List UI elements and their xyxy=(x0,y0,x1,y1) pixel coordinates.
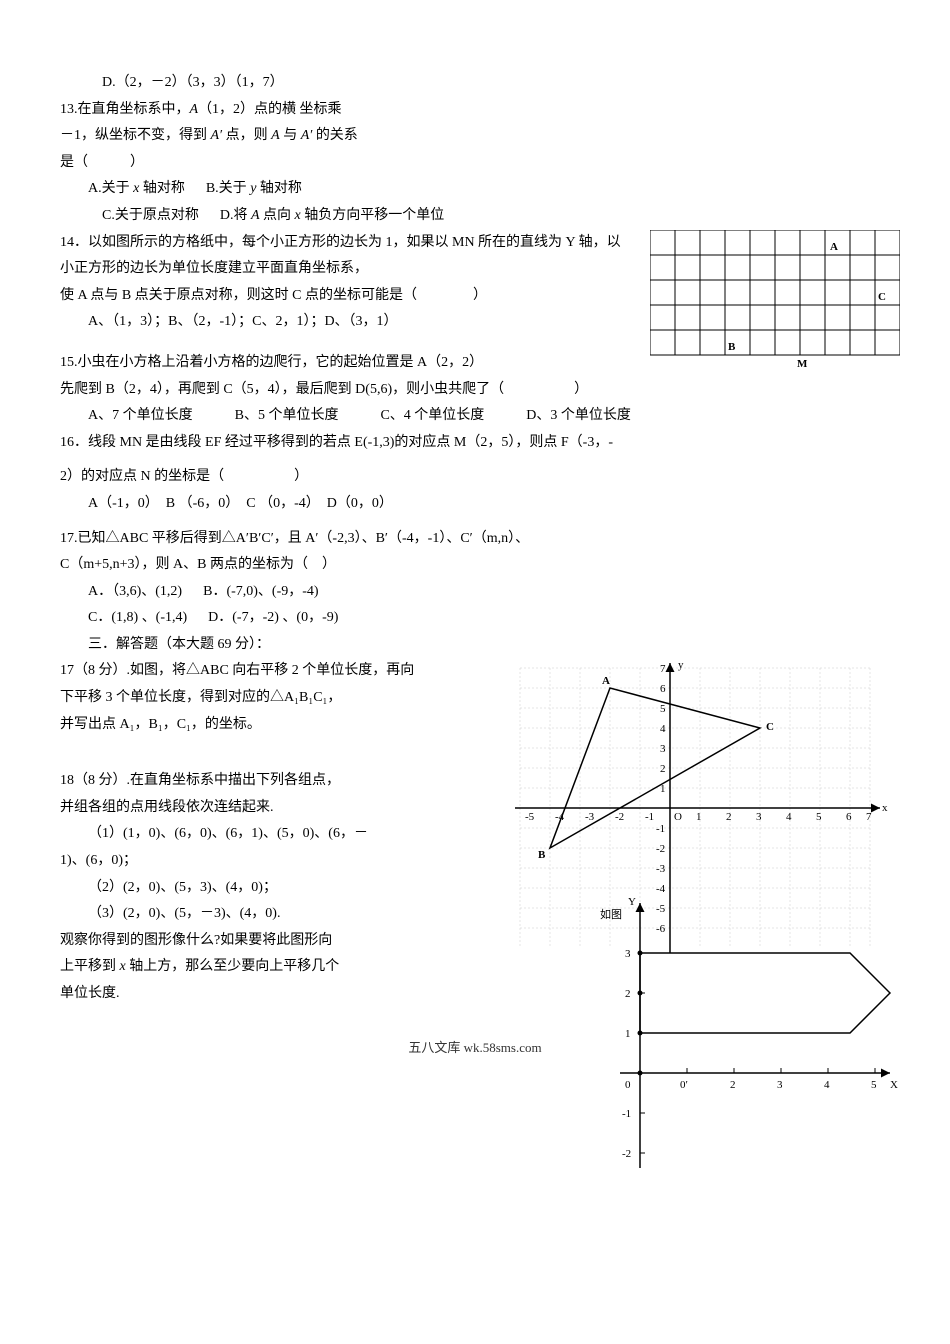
yt: 2 xyxy=(660,763,666,775)
pentagon-axes-p18: X Y 3 2 1 0 -1 -2 0′ 2 3 4 5 xyxy=(590,893,900,1173)
spacer xyxy=(60,456,890,464)
yt: 5 xyxy=(660,703,666,715)
text: A．（3,6)、(1,2) xyxy=(88,584,182,599)
q16-options: A（-1，0） B （-6，0） C （0，-4） D（0，0） xyxy=(60,491,890,518)
grid-figure-q14: A C B M xyxy=(650,230,900,370)
text: A.关于 xyxy=(88,181,133,196)
yt: -2 xyxy=(656,843,665,855)
xt: 2 xyxy=(730,1079,736,1091)
xt: 6 xyxy=(846,811,852,823)
xt: 2 xyxy=(726,811,732,823)
section3-header: 三．解答题（本大题 69 分）： xyxy=(60,632,890,659)
var-Ap: A′ xyxy=(301,128,313,143)
origin: O xyxy=(674,811,682,823)
xlabel: x xyxy=(882,802,888,814)
q17-optA: A．（3,6)、(1,2) B．(-7,0)、(-9，-4) xyxy=(60,579,890,606)
text: 13.在直角坐标系中， xyxy=(60,102,190,117)
yt: -2 xyxy=(622,1148,631,1160)
var-Ap: A′ xyxy=(211,128,223,143)
yt: -1 xyxy=(622,1108,631,1120)
text: －1，纵坐标不变，得到 xyxy=(60,128,211,143)
text: C.关于原点对称 xyxy=(102,208,199,223)
yt: 3 xyxy=(625,948,631,960)
text: 轴对称 xyxy=(139,181,185,196)
xt: 4 xyxy=(786,811,792,823)
pt-A: A xyxy=(602,675,610,687)
text: 轴上方，那么至少要向上平移几个 xyxy=(126,959,340,974)
q13-line1: 13.在直角坐标系中，A（1，2）点的横 坐标乘 xyxy=(60,97,890,124)
ylabel: y xyxy=(678,659,684,671)
xlabel: X xyxy=(890,1079,898,1091)
xt: 5 xyxy=(816,811,822,823)
q13-optC: C.关于原点对称 D.将 A 点向 x 轴负方向平移一个单位 xyxy=(60,203,890,230)
xt: 3 xyxy=(756,811,762,823)
q12-option-d: D.（2，－2）（3，3）（1，7） xyxy=(60,70,890,97)
text: 与 xyxy=(280,128,301,143)
text: 的关系 xyxy=(312,128,358,143)
yt: 3 xyxy=(660,743,666,755)
q13-line3: 是（ ） xyxy=(60,150,890,177)
text: 点，则 xyxy=(222,128,271,143)
xt: -1 xyxy=(645,811,654,823)
q17-optC: C．(1,8) 、(-1,4) D．(-7，-2) 、(0，-9) xyxy=(60,605,890,632)
xt: 5 xyxy=(871,1079,877,1091)
yt: 1 xyxy=(625,1028,631,1040)
var-A: A xyxy=(251,208,260,223)
pt-C: C xyxy=(766,721,774,733)
text: 上平移到 xyxy=(60,959,120,974)
xt: 7 xyxy=(866,811,872,823)
op: 0′ xyxy=(680,1079,688,1091)
var-A: A xyxy=(190,102,199,117)
text: D.将 xyxy=(220,208,251,223)
label-B: B xyxy=(728,341,736,353)
q15-line2: 先爬到 B（2，4），再爬到 C（5，4），最后爬到 D(5,6)，则小虫共爬了… xyxy=(60,377,890,404)
q13-line2: －1，纵坐标不变，得到 A′ 点，则 A 与 A′ 的关系 xyxy=(60,123,890,150)
q13-optA: A.关于 x 轴对称 B.关于 y 轴对称 xyxy=(60,176,890,203)
yt: -3 xyxy=(656,863,666,875)
ylabel: Y xyxy=(628,896,636,908)
yt: 6 xyxy=(660,683,666,695)
xt: -3 xyxy=(585,811,595,823)
yt: -1 xyxy=(656,823,665,835)
text: C．(1,8) 、(-1,4) xyxy=(88,610,187,625)
xt: 1 xyxy=(696,811,702,823)
xt: 4 xyxy=(824,1079,830,1091)
q15-options: A、7 个单位长度 B、5 个单位长度 C、4 个单位长度 D、3 个单位长度 xyxy=(60,403,890,430)
text: 轴负方向平移一个单位 xyxy=(301,208,445,223)
q17-line1: 17.已知△ABC 平移后得到△A′B′C′，且 A′（-2,3）、B′（-4，… xyxy=(60,526,890,553)
q17-line2: C（m+5,n+3），则 A、B 两点的坐标为（ ） xyxy=(60,552,890,579)
q16-line2: 2）的对应点 N 的坐标是（ ） xyxy=(60,464,890,491)
xt: 3 xyxy=(777,1079,783,1091)
var-A: A xyxy=(271,128,280,143)
label-C: C xyxy=(878,291,886,303)
spacer xyxy=(60,518,890,526)
xt: -5 xyxy=(525,811,535,823)
xt: -2 xyxy=(615,811,624,823)
text: D．(-7，-2) 、(0，-9) xyxy=(208,610,338,625)
text: （1，2）点的横 坐标乘 xyxy=(198,102,342,117)
label-A: A xyxy=(830,241,838,253)
label-M: M xyxy=(797,358,808,370)
yt: 2 xyxy=(625,988,631,1000)
text: B．(-7,0)、(-9，-4) xyxy=(203,584,318,599)
text: 点向 xyxy=(260,208,295,223)
text: B.关于 xyxy=(206,181,250,196)
pt-B: B xyxy=(538,849,546,861)
origin: 0 xyxy=(625,1079,631,1091)
yt: 7 xyxy=(660,663,666,675)
yt: 4 xyxy=(660,723,666,735)
text: 轴对称 xyxy=(256,181,302,196)
q16-line1: 16．线段 MN 是由线段 EF 经过平移得到的若点 E(-1,3)的对应点 M… xyxy=(60,430,890,457)
